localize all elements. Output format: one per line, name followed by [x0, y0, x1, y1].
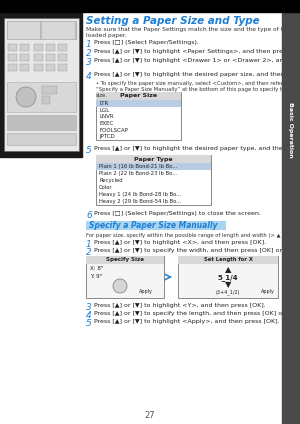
Text: Specify Size: Specify Size: [106, 257, 144, 262]
Text: LNVR: LNVR: [99, 114, 114, 119]
Text: 2: 2: [86, 49, 92, 58]
Text: 5: 5: [86, 146, 92, 155]
Text: Plain 2 (22 lb Bond-23 lb Bo...: Plain 2 (22 lb Bond-23 lb Bo...: [99, 171, 177, 176]
Text: 1: 1: [86, 240, 92, 249]
Text: Press [▲] or [▼] to specify the width, and then press [OK] or <Apply>.: Press [▲] or [▼] to specify the width, a…: [94, 248, 300, 253]
Text: 2: 2: [86, 248, 92, 257]
Bar: [34, 64, 43, 71]
Bar: [41, 21, 75, 39]
Text: Press [▲] or [▼] to specify the length, and then press [OK] or <Apply>.: Press [▲] or [▼] to specify the length, …: [94, 311, 300, 316]
Bar: [58, 44, 67, 51]
Text: Make sure that the Paper Settings match the size and the type of the loaded pape: Make sure that the Paper Settings match …: [86, 27, 290, 38]
Bar: [46, 44, 55, 51]
Text: Recycled: Recycled: [99, 178, 123, 183]
Text: Press [▲] or [▼] to highlight the desired paper type, and then press [OK].: Press [▲] or [▼] to highlight the desire…: [94, 146, 300, 151]
Bar: [0, 12, 82, 157]
Text: Plain 1 (16 lb Bond-21 lb Bo...: Plain 1 (16 lb Bond-21 lb Bo...: [99, 164, 177, 169]
Text: • To specify the paper size manually, select <Custom>, and then refer to “Specif: • To specify the paper size manually, se…: [96, 81, 290, 98]
Bar: [46, 64, 55, 71]
Bar: [34, 44, 43, 51]
Bar: [96, 92, 181, 140]
Bar: [96, 163, 211, 170]
Circle shape: [113, 279, 127, 293]
Bar: [7, 82, 76, 112]
Bar: [58, 54, 67, 61]
Text: Basic Operation: Basic Operation: [289, 102, 293, 158]
Bar: [178, 256, 278, 298]
Text: Setting a Paper Size and Type: Setting a Paper Size and Type: [86, 16, 260, 26]
Text: Y: 9": Y: 9": [90, 273, 102, 279]
Text: Press [□] (Select Paper/Settings).: Press [□] (Select Paper/Settings).: [94, 40, 199, 45]
Text: Press [▲] or [▼] to highlight <Apply>, and then press [OK].: Press [▲] or [▼] to highlight <Apply>, a…: [94, 319, 280, 324]
Text: 3: 3: [86, 303, 92, 312]
Bar: [96, 155, 211, 205]
Bar: [0, 0, 300, 12]
Bar: [20, 54, 29, 61]
Bar: [8, 54, 17, 61]
Text: JPTCD: JPTCD: [99, 134, 115, 139]
Bar: [42, 86, 57, 94]
Bar: [34, 54, 43, 61]
Bar: [282, 12, 300, 424]
Bar: [8, 64, 17, 71]
Text: Specify a Paper Size Manually: Specify a Paper Size Manually: [89, 221, 218, 230]
Text: 5_1/4: 5_1/4: [218, 274, 238, 282]
Bar: [86, 256, 164, 264]
Bar: [7, 115, 76, 130]
Text: 6: 6: [86, 211, 92, 220]
Bar: [8, 44, 17, 51]
Text: EXEC: EXEC: [99, 121, 113, 126]
Bar: [20, 64, 29, 71]
Text: For paper size, specify within the possible range of length and width (> ▲ > x <: For paper size, specify within the possi…: [86, 233, 300, 238]
Bar: [7, 21, 40, 39]
Text: Press [▲] or [▼] to highlight <Drawer 1> or <Drawer 2>, and then press [OK].: Press [▲] or [▼] to highlight <Drawer 1>…: [94, 58, 300, 63]
Text: LGL: LGL: [99, 108, 109, 112]
Text: (3+4_1/2): (3+4_1/2): [216, 289, 240, 295]
Bar: [96, 92, 181, 100]
Bar: [86, 221, 226, 230]
Bar: [42, 96, 50, 104]
Bar: [58, 64, 67, 71]
Circle shape: [16, 87, 36, 107]
Text: 5: 5: [86, 319, 92, 328]
Text: Apply: Apply: [261, 290, 275, 295]
Bar: [46, 54, 55, 61]
Text: Paper Size: Paper Size: [120, 94, 157, 98]
Text: Heavy 2 (29 lb Bond-54 lb Bo...: Heavy 2 (29 lb Bond-54 lb Bo...: [99, 199, 181, 204]
Bar: [86, 256, 164, 298]
Text: 3: 3: [86, 58, 92, 67]
Text: Heavy 1 (24 lb Bond-28 lb Bo...: Heavy 1 (24 lb Bond-28 lb Bo...: [99, 192, 181, 197]
Text: Press [□] (Select Paper/Settings) to close the screen.: Press [□] (Select Paper/Settings) to clo…: [94, 211, 261, 216]
Bar: [4, 18, 79, 151]
Text: X: 8": X: 8": [90, 267, 104, 271]
Text: ▼: ▼: [225, 281, 231, 290]
Text: 1: 1: [86, 40, 92, 49]
Text: Color: Color: [99, 185, 112, 190]
Bar: [178, 256, 278, 264]
Text: 4: 4: [86, 311, 92, 320]
Text: Press [▲] or [▼] to highlight <Y>, and then press [OK].: Press [▲] or [▼] to highlight <Y>, and t…: [94, 303, 266, 308]
Bar: [96, 100, 181, 107]
Text: Press [▲] or [▼] to highlight the desired paper size, and then press [OK].: Press [▲] or [▼] to highlight the desire…: [94, 72, 300, 77]
Text: Apply: Apply: [139, 290, 153, 295]
Text: Paper Type: Paper Type: [134, 156, 173, 162]
Text: 27: 27: [145, 411, 155, 420]
Bar: [7, 133, 76, 145]
Text: Press [▲] or [▼] to highlight <X>, and then press [OK].: Press [▲] or [▼] to highlight <X>, and t…: [94, 240, 266, 245]
Text: ▲: ▲: [225, 265, 231, 274]
Bar: [7, 21, 76, 39]
Text: LTR: LTR: [99, 101, 108, 106]
Text: 4: 4: [86, 72, 92, 81]
Text: Set Length for X: Set Length for X: [204, 257, 252, 262]
Bar: [96, 155, 211, 163]
Text: FOOLSCAP: FOOLSCAP: [99, 128, 128, 132]
Text: Press [▲] or [▼] to highlight <Paper Settings>, and then press [OK].: Press [▲] or [▼] to highlight <Paper Set…: [94, 49, 300, 54]
Bar: [20, 44, 29, 51]
